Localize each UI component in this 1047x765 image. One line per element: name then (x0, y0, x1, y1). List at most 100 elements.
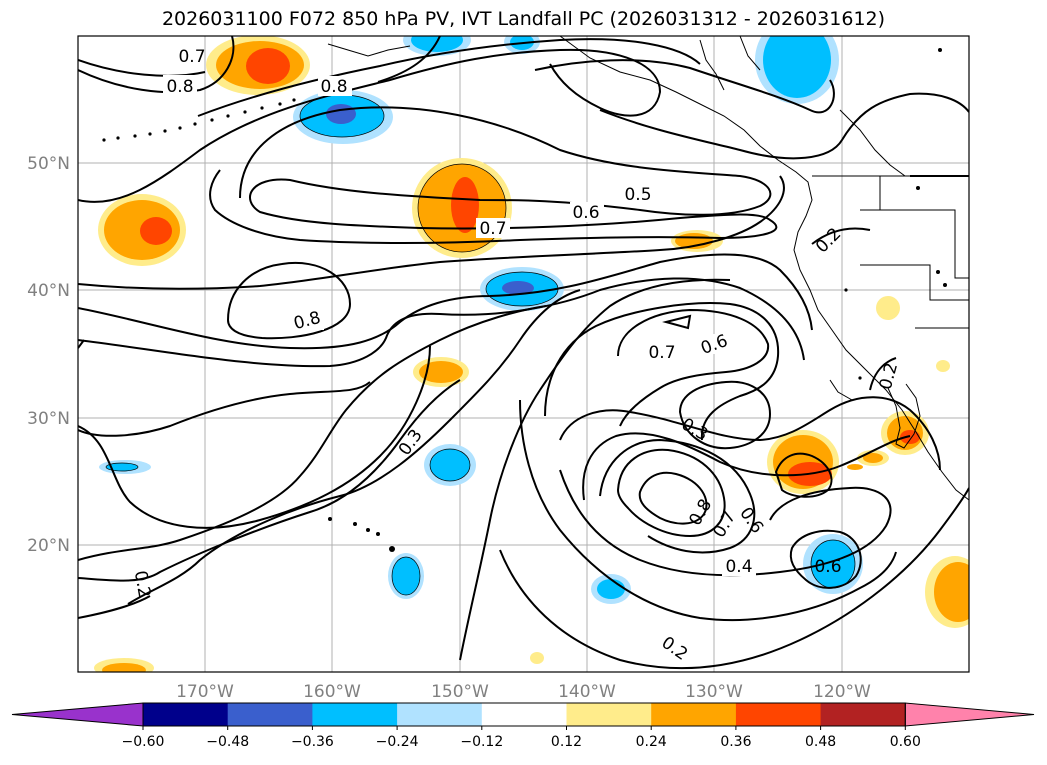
colorbar-segment (312, 703, 398, 726)
contour-line (582, 432, 911, 501)
coastlines (327, 36, 969, 501)
positive-patch (530, 296, 950, 664)
contour-line (599, 438, 756, 554)
lon-label: 120°W (813, 682, 871, 702)
lon-label: 160°W (303, 682, 361, 702)
contour-line (127, 289, 581, 605)
contour-line (774, 452, 833, 498)
contour-label: 0.4 (725, 557, 752, 577)
contour-line (789, 529, 862, 589)
contour-label: 0.7 (479, 219, 506, 239)
colorbar-segment (397, 703, 483, 726)
contour-line (638, 471, 708, 525)
contour-line (662, 314, 692, 330)
colorbar-segment (651, 703, 737, 726)
colorbar-tick-label: 0.36 (720, 734, 751, 750)
colorbar-tick-label: 0.24 (636, 734, 667, 750)
map-title: 2026031100 F072 850 hPa PV, IVT Landfall… (161, 8, 886, 30)
contour-label: 0.7 (648, 343, 675, 363)
contour-line (197, 38, 701, 117)
negative-patch (424, 444, 476, 486)
contour-line (617, 308, 770, 427)
lon-label: 150°W (431, 682, 489, 702)
contour-line (616, 448, 726, 538)
map-frame (77, 35, 970, 673)
contour-line (559, 469, 892, 577)
colorbar-segment (820, 703, 906, 726)
lat-label: 20°N (27, 536, 70, 556)
lon-label: 130°W (685, 682, 743, 702)
positive-patch (881, 411, 929, 455)
lat-label: 30°N (27, 409, 70, 429)
contour-line (459, 278, 731, 661)
contour-line (519, 399, 897, 622)
positive-patch (857, 450, 889, 466)
negative-patch (803, 534, 863, 594)
positive-patch (206, 36, 310, 95)
negative-patch (99, 460, 151, 474)
contour-line (78, 379, 461, 582)
contour-label: 0.2 (130, 569, 154, 599)
colorbar-tick-label: −0.24 (376, 734, 419, 750)
contour-label: 0.6 (814, 557, 841, 577)
lat-label: 50°N (27, 154, 70, 174)
contour-line (209, 106, 778, 244)
contour-line (869, 357, 897, 391)
contour-label: 0.8 (166, 77, 193, 97)
contour-line (811, 227, 871, 245)
colorbar: −0.60 −0.48 −0.36 −0.24 −0.12 0.12 0.24 0.36 0.4… (11, 702, 1035, 750)
negative-patch (293, 90, 393, 144)
lat-label: 40°N (27, 281, 70, 301)
contour-line (226, 261, 352, 340)
contour-line (559, 396, 941, 471)
contour-label: 0.5 (624, 185, 651, 205)
colorbar-segment (735, 703, 822, 726)
positive-patch (98, 194, 186, 266)
negative-patch (388, 553, 424, 599)
contour-line (78, 305, 547, 561)
contour-line (78, 48, 662, 203)
colorbar-tick-label: 0.48 (805, 734, 836, 750)
contour-line (544, 302, 780, 441)
colorbar-segment (566, 703, 652, 726)
contour-line (78, 175, 785, 290)
colorbar-tick-label: −0.12 (460, 734, 503, 750)
contour-label: 0.8 (320, 77, 347, 97)
contour-line (599, 92, 969, 160)
positive-patch (925, 556, 969, 628)
contour-line (78, 381, 371, 437)
contour-line (78, 277, 805, 368)
colorbar-segment (227, 703, 313, 726)
colorbar-segment (143, 703, 229, 726)
lon-label: 170°W (176, 682, 234, 702)
contour-line (78, 339, 85, 349)
negative-patch (755, 36, 839, 104)
contour-line (78, 59, 206, 77)
pv-contours (78, 36, 969, 670)
latitude-labels: 50°N 40°N 30°N 20°N (27, 154, 70, 556)
colorbar-extend-high (904, 702, 1035, 727)
positive-patch (413, 357, 469, 387)
colorbar-frame (142, 702, 906, 727)
colorbar-segment (481, 703, 567, 726)
positive-patch (94, 658, 154, 672)
colorbar-extend-low (11, 702, 144, 727)
contour-line (78, 345, 431, 529)
colorbar-tick-label: 0.60 (890, 734, 921, 750)
contour-label: 0.6 (572, 203, 599, 223)
contour-line (678, 380, 772, 450)
colorbar-tick-label: −0.48 (206, 734, 249, 750)
longitude-labels: 170°W 160°W 150°W 140°W 130°W 120°W (176, 682, 871, 702)
lon-label: 140°W (558, 682, 616, 702)
colorbar-tick-label: −0.36 (291, 734, 334, 750)
positive-patch (767, 430, 839, 494)
contour-line (499, 487, 969, 670)
contour-line (78, 595, 151, 619)
contour-label: 0.7 (178, 47, 205, 67)
colorbar-tick-label: 0.12 (551, 734, 582, 750)
contour-line (78, 253, 813, 350)
negative-patch (480, 267, 564, 311)
contour-line (534, 59, 835, 114)
islands (102, 48, 947, 552)
